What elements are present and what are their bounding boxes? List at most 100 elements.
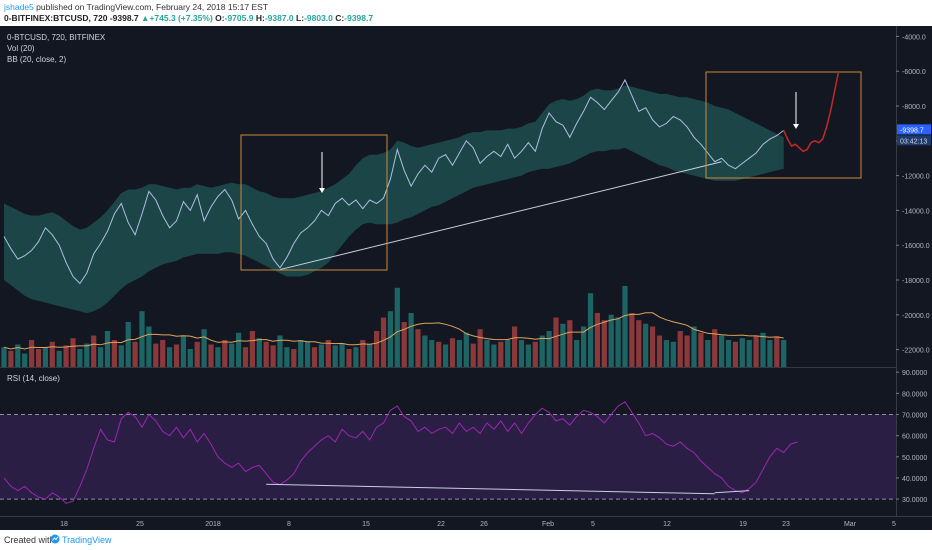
volume-bar [104,331,111,367]
rsi-tick-label: 70.0000 [902,413,927,420]
volume-bar [249,331,255,367]
volume-bar [91,335,97,367]
rsi-pane[interactable] [0,401,896,504]
volume-bar [353,347,359,367]
price-tick-label: -22000.0 [902,348,930,355]
volume-bar [56,350,62,367]
annotation-box[interactable] [705,71,862,179]
rsi-trendline [714,490,750,494]
rsi-tick-label: 50.0000 [902,455,927,462]
price-tick-label: -14000.0 [902,208,930,215]
arrow-icon [319,188,325,193]
volume-bar [546,331,552,367]
time-tick-label: 22 [437,521,445,528]
volume-bar [311,347,318,367]
volume-bar [670,341,676,367]
volume-bar [629,313,635,367]
volume-bar [394,287,400,367]
volume-bar [587,293,594,367]
volume-bar [512,326,518,367]
volume-bar [70,338,76,367]
trading-chart[interactable]: -4000.0-6000.0-8000.0-10000.0-12000.0-14… [0,26,932,530]
volume-bar [22,353,28,367]
volume-bar [581,326,587,367]
volume-bar [643,323,649,367]
volume-bar [525,344,531,367]
bollinger-band [4,85,784,314]
volume-bar [325,340,331,367]
volume-bar [208,344,214,367]
volume-bar [470,343,476,367]
time-tick-label: 19 [739,521,747,528]
rsi-tick-label: 80.0000 [902,391,927,398]
volume-bar [201,329,207,367]
author-link[interactable]: jshade5 [4,2,34,12]
volume-bar [774,336,780,367]
time-tick-label: 5 [892,521,896,528]
volume-bar [305,341,311,367]
volume-bar [111,340,117,367]
volume-bar [767,340,773,367]
chart-header: jshade5 published on TradingView.com, Fe… [0,0,932,26]
rsi-tick-label: 40.0000 [902,476,927,483]
close-value: -9398.7 [344,13,374,23]
volume-bar [477,329,483,367]
volume-bar [436,341,442,367]
volume-bar [560,323,566,367]
volume-bar [698,332,704,367]
volume-bar [242,347,249,367]
volume-bar [429,340,435,367]
arrow-icon [793,124,799,129]
volume-bar [615,317,621,367]
volume-bar [180,335,186,367]
time-tick-label: 12 [663,521,671,528]
price-tick-label: -12000.0 [902,174,930,181]
footer: Created with TradingView [0,530,932,550]
rsi-tick-label: 60.0000 [902,434,927,441]
tradingview-link[interactable]: TradingView [62,535,112,545]
volume-bar [732,341,738,367]
volume-bar [684,335,690,367]
tradingview-logo-icon [50,534,60,544]
volume-bar [760,332,766,367]
volume-bar [215,347,221,367]
annotation-box[interactable] [240,134,388,271]
volume-bar [656,335,663,367]
volume-bar [746,340,752,367]
legend-bollinger: BB (20, close, 2) [7,55,66,64]
time-tick-label: 25 [136,521,144,528]
time-tick-label: 15 [362,521,370,528]
volume-bar [360,340,366,367]
volume-bar [173,344,180,367]
price-tick-label: -20000.0 [902,313,930,320]
time-tick-label: 5 [591,521,595,528]
legend-volume: Vol (20) [7,44,35,53]
volume-bar [622,286,628,367]
volume-bar [167,347,173,367]
time-tick-label: 18 [60,521,68,528]
volume-bar [739,338,745,367]
volume-bar [146,326,152,367]
volume-bar [594,313,600,367]
volume-bar [532,341,538,367]
volume-bar [332,345,338,367]
volume-bar [194,341,200,367]
volume-bar [712,329,718,367]
volume-bar [229,343,235,367]
price-tick-label: -4000.0 [902,34,926,41]
price-tick-label: -8000.0 [902,104,926,111]
price-pane[interactable] [1,71,862,367]
volume-bar [8,350,14,367]
volume-bar [346,349,352,367]
volume-bar [443,344,449,367]
volume-bar [339,343,345,367]
volume-bar [539,335,545,367]
volume-bar [1,347,7,367]
volume-bar [408,313,414,367]
published-text: published on TradingView.com, February 2… [36,2,269,12]
volume-bar [463,332,469,367]
high-label: H: [255,13,265,23]
volume-bar [415,329,421,367]
last-price-marker [897,124,931,135]
volume-bar [553,317,559,367]
